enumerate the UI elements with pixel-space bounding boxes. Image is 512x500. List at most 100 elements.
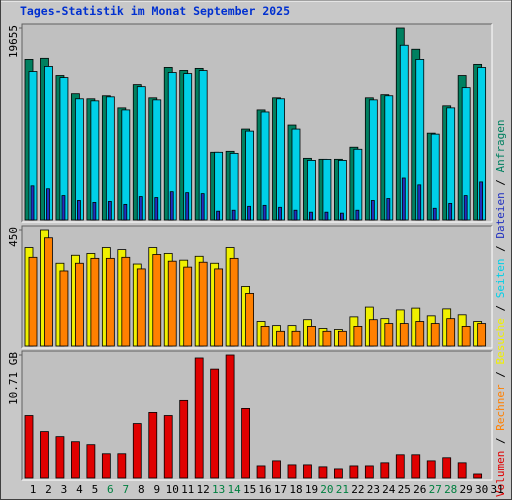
- bar: [262, 204, 267, 221]
- x-tick-label: 6: [107, 483, 114, 496]
- bar: [77, 200, 81, 221]
- x-tick-label: 20: [320, 483, 333, 496]
- bar: [245, 293, 254, 347]
- panel-border-dark: [21, 225, 492, 348]
- bar: [260, 326, 270, 347]
- bar: [123, 203, 128, 221]
- legend-entry: Volumen: [494, 451, 507, 497]
- bar: [324, 211, 329, 221]
- bar: [339, 212, 344, 221]
- bar: [121, 256, 131, 347]
- bar: [380, 462, 390, 479]
- legend-separator: /: [494, 365, 507, 385]
- x-tick-label: 31: [490, 483, 503, 496]
- bar: [307, 326, 316, 347]
- bar: [318, 466, 328, 479]
- bar: [59, 270, 69, 347]
- x-tick-label: 12: [197, 483, 210, 496]
- bar: [276, 98, 285, 221]
- bar: [44, 237, 53, 347]
- x-tick-label: 28: [444, 483, 457, 496]
- x-tick-label: 3: [61, 483, 68, 496]
- x-tick-label: 21: [336, 483, 349, 496]
- bar: [291, 330, 301, 347]
- bar: [322, 159, 332, 221]
- bar: [430, 323, 440, 347]
- x-tick-label: 18: [289, 483, 302, 496]
- legend-entry: Anfragen: [494, 119, 507, 172]
- bar: [148, 412, 158, 479]
- bar: [210, 368, 220, 479]
- bar: [260, 111, 270, 221]
- bar: [368, 319, 378, 347]
- bar: [303, 464, 312, 479]
- bar: [307, 160, 316, 221]
- bar: [225, 354, 235, 479]
- x-tick-label: 26: [413, 483, 426, 496]
- bar: [337, 160, 347, 221]
- bar: [353, 148, 363, 221]
- bar: [46, 188, 50, 221]
- bar: [105, 257, 115, 347]
- x-tick-label: 10: [166, 483, 179, 496]
- bar: [229, 257, 239, 347]
- bar: [448, 202, 453, 221]
- bar: [322, 330, 332, 347]
- x-tick-label: 29: [460, 483, 473, 496]
- bar: [370, 200, 375, 221]
- bar: [214, 268, 224, 347]
- bar: [71, 441, 80, 479]
- bar: [30, 185, 35, 221]
- legend-entry: Rechner: [494, 384, 507, 431]
- x-tick-label: 2: [45, 483, 52, 496]
- x-tick-label: 24: [382, 483, 396, 496]
- bar: [349, 465, 359, 479]
- x-tick-label: 16: [258, 483, 271, 496]
- legend-entry: Seiten: [494, 259, 507, 299]
- bar: [194, 357, 204, 479]
- bar: [200, 193, 205, 221]
- panel-border-dark: [21, 350, 492, 480]
- bar: [309, 211, 313, 221]
- panel-border-light: [22, 24, 493, 223]
- bar: [61, 195, 66, 221]
- x-tick-label: 5: [92, 483, 99, 496]
- legend-entry: Besuche: [494, 318, 507, 364]
- bar: [446, 318, 456, 347]
- bar: [24, 415, 34, 479]
- bar: [461, 326, 471, 347]
- x-tick-label: 1: [30, 483, 37, 496]
- bar: [479, 181, 484, 221]
- legend-separator: /: [494, 172, 507, 192]
- bar: [216, 210, 221, 221]
- y-tick-label: 10.71 GB: [7, 352, 20, 405]
- bar: [477, 323, 487, 347]
- bar: [417, 184, 422, 221]
- bar: [117, 453, 127, 479]
- x-tick-label: 23: [367, 483, 380, 496]
- bar: [40, 431, 49, 479]
- bar: [401, 177, 406, 221]
- bar: [183, 266, 193, 347]
- x-tick-label: 19: [305, 483, 318, 496]
- bar: [442, 457, 452, 479]
- bar: [90, 257, 100, 347]
- bar: [411, 454, 421, 479]
- legend-entry: Dateien: [494, 192, 507, 238]
- legend-separator: /: [494, 239, 507, 259]
- y-tick-label: 19655: [7, 25, 20, 58]
- legend-separator: /: [494, 298, 507, 318]
- x-tick-label: 25: [398, 483, 411, 496]
- bar: [272, 460, 281, 479]
- chart-title: Tages-Statistik im Monat September 2025: [20, 4, 290, 18]
- bar: [426, 460, 436, 479]
- bar: [353, 326, 363, 347]
- bar: [415, 321, 425, 347]
- bar: [169, 191, 174, 221]
- bar: [386, 198, 391, 221]
- x-tick-label: 11: [181, 483, 194, 496]
- bar: [293, 209, 298, 221]
- bar: [463, 195, 468, 221]
